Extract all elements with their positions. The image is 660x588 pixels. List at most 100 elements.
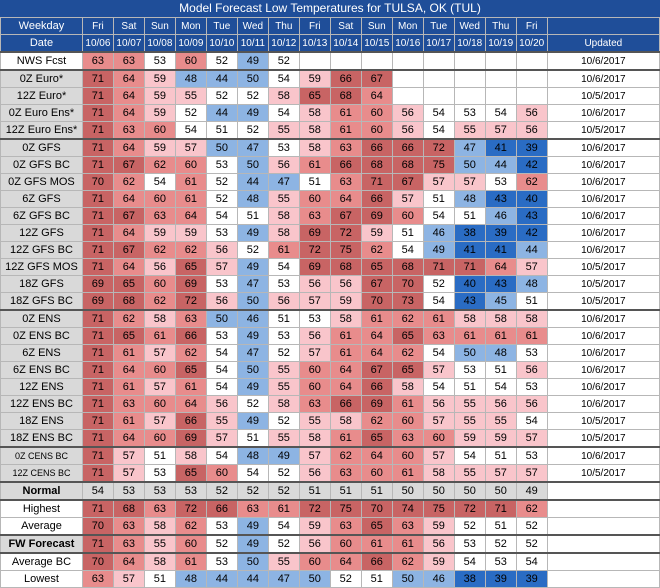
temp-cell: 70	[81, 517, 114, 536]
temp-cell: 73	[391, 292, 424, 311]
temp-cell: 71	[81, 104, 114, 122]
temp-cell: 67	[391, 173, 424, 191]
temp-cell: 62	[329, 446, 362, 465]
temp-cell: 61	[112, 344, 145, 362]
temp-cell: 54	[174, 121, 207, 140]
temp-cell: 49	[236, 378, 269, 396]
temp-cell: 51	[453, 207, 486, 225]
temp-cell: 64	[329, 190, 362, 208]
temp-cell: 63	[112, 51, 145, 71]
temp-cell: 71	[360, 173, 393, 191]
temp-cell: 66	[360, 138, 393, 157]
temp-cell: 56	[298, 464, 331, 483]
temp-cell: 50	[236, 361, 269, 379]
temp-cell: 60	[360, 104, 393, 122]
temp-cell	[453, 87, 486, 105]
temp-cell: 58	[329, 309, 362, 328]
temp-cell: 68	[391, 156, 424, 174]
temp-cell: 61	[329, 327, 362, 345]
updated-cell	[546, 570, 660, 588]
temp-cell: 57	[112, 464, 145, 483]
temp-cell: 70	[391, 275, 424, 293]
temp-cell: 53	[267, 138, 300, 157]
temp-cell: 65	[391, 361, 424, 379]
temp-cell	[515, 69, 548, 88]
temp-cell	[484, 87, 517, 105]
temp-cell: 44	[205, 570, 238, 588]
temp-cell: 69	[360, 207, 393, 225]
row-label: 6Z ENS BC	[0, 361, 83, 379]
temp-cell: 71	[81, 446, 114, 465]
temp-cell: 50	[422, 481, 455, 501]
temp-cell: 57	[515, 429, 548, 448]
temp-cell: 57	[298, 446, 331, 465]
table-row: 0Z ENS 71 62 58 63 50 46 51 53 58 61 62 61 58 58 58 10/6…	[0, 309, 660, 328]
temp-cell: 42	[515, 224, 548, 242]
row-label: 12Z CENS BC	[0, 464, 83, 483]
temp-cell: 63	[236, 499, 269, 518]
temp-cell: 65	[174, 361, 207, 379]
table-row: 6Z GFS 71 64 60 61 52 48 55 60 64 66 57 51 48 43 40 10/6…	[0, 190, 660, 208]
updated-cell: 10/5/2017	[546, 258, 660, 276]
temp-cell: 39	[515, 570, 548, 588]
row-label: Average BC	[0, 552, 83, 571]
temp-cell: 63	[81, 570, 114, 588]
temp-cell: 54	[453, 552, 486, 571]
temp-cell: 58	[143, 552, 176, 571]
date-cell: 10/20	[515, 34, 548, 53]
temp-cell: 52	[236, 481, 269, 501]
temp-cell: 56	[143, 258, 176, 276]
temp-cell: 57	[112, 446, 145, 465]
table-row: 0Z Euro Ens* 71 64 59 52 44 49 54 58 61 60 56 54 53 54…	[0, 104, 660, 122]
temp-cell: 71	[81, 344, 114, 362]
row-label: 0Z GFS MOS	[0, 173, 83, 191]
row-label: 18Z ENS BC	[0, 429, 83, 448]
temp-cell: 53	[205, 156, 238, 174]
date-header-row: Date 10/06 10/07 10/08 10/09 10/10 10/11 10/12 1…	[0, 34, 660, 53]
temp-cell: 65	[174, 464, 207, 483]
temp-cell: 71	[81, 138, 114, 157]
temp-cell	[422, 51, 455, 71]
temp-cell: 61	[453, 327, 486, 345]
temp-cell: 61	[174, 173, 207, 191]
temp-cell: 67	[360, 69, 393, 88]
row-label: NWS Fcst	[0, 51, 83, 71]
temp-cell: 52	[236, 395, 269, 413]
temp-cell: 52	[267, 412, 300, 430]
temp-cell: 59	[143, 69, 176, 88]
temp-cell: 67	[360, 361, 393, 379]
row-label: 12Z GFS	[0, 224, 83, 242]
temp-cell: 71	[81, 69, 114, 88]
date-cell: 10/06	[81, 34, 114, 53]
temp-cell: 71	[484, 499, 517, 518]
temp-cell: 57	[143, 378, 176, 396]
temp-cell: 52	[174, 104, 207, 122]
temp-cell: 64	[329, 361, 362, 379]
temp-cell: 68	[112, 499, 145, 518]
temp-cell: 72	[329, 224, 362, 242]
temp-cell: 58	[267, 395, 300, 413]
temp-cell: 57	[143, 344, 176, 362]
temp-cell: 60	[174, 534, 207, 554]
temp-cell: 52	[267, 534, 300, 554]
temp-cell: 65	[360, 429, 393, 448]
temp-cell: 64	[360, 327, 393, 345]
temp-cell: 54	[267, 104, 300, 122]
temp-cell: 62	[143, 292, 176, 311]
temp-cell: 54	[267, 69, 300, 88]
temp-cell: 63	[143, 499, 176, 518]
table-row: 18Z ENS BC 71 64 60 69 57 51 55 58 61 65 63 60 59 59 57…	[0, 429, 660, 448]
temp-cell: 64	[329, 378, 362, 396]
temp-cell: 61	[267, 499, 300, 518]
temp-cell: 58	[143, 517, 176, 536]
temp-cell: 49	[236, 534, 269, 554]
date-cell: 10/17	[422, 34, 455, 53]
temp-cell: 53	[205, 552, 238, 571]
date-cell: 10/18	[453, 34, 486, 53]
temp-cell: 42	[515, 156, 548, 174]
temp-cell: 60	[143, 429, 176, 448]
temp-cell: 71	[81, 156, 114, 174]
temp-cell: 63	[112, 517, 145, 536]
temp-cell: 54	[515, 412, 548, 430]
temp-cell: 62	[112, 173, 145, 191]
